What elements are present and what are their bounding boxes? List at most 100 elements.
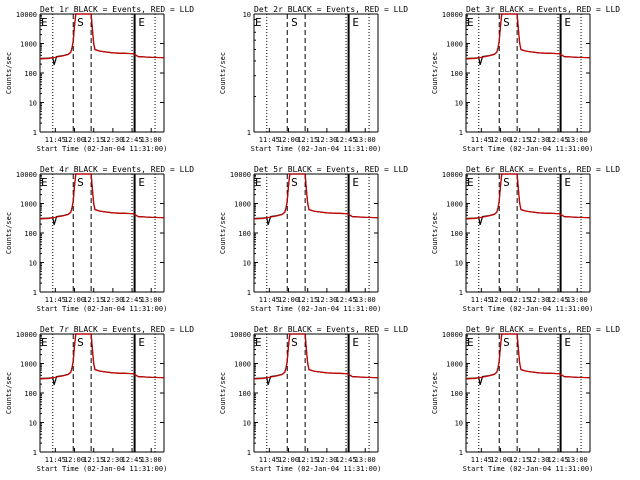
y-tick-label: 100: [450, 230, 463, 238]
x-tick-label: 12:15: [509, 136, 530, 144]
marker-label-e: E: [41, 176, 48, 189]
x-tick-label: 13:00: [141, 296, 162, 304]
chart-title: Det 6r BLACK = Events, RED = LLD: [466, 165, 620, 174]
x-tick-label: 12:30: [528, 136, 549, 144]
y-tick-label: 1: [247, 129, 251, 137]
marker-label-s: S: [77, 16, 84, 29]
chart-title: Det 8r BLACK = Events, RED = LLD: [254, 325, 408, 334]
y-tick-label: 10: [455, 100, 463, 108]
chart-title: Det 7r BLACK = Events, RED = LLD: [40, 325, 194, 334]
marker-label-s: S: [77, 176, 84, 189]
marker-label-s: S: [503, 336, 510, 349]
chart-title: Det 3r BLACK = Events, RED = LLD: [466, 5, 620, 14]
y-tick-label: 1000: [234, 361, 251, 369]
x-tick-label: 12:45: [122, 296, 143, 304]
marker-label-e: E: [255, 16, 262, 29]
x-tick-label: 12:45: [122, 136, 143, 144]
x-tick-label: 11:45: [45, 136, 66, 144]
x-axis-label: Start Time (02-Jan-04 11:31:00): [463, 305, 594, 313]
chart-title: Det 1r BLACK = Events, RED = LLD: [40, 5, 194, 14]
x-tick-label: 12:30: [528, 456, 549, 464]
x-tick-label: 12:30: [316, 456, 337, 464]
x-tick-label: 12:00: [64, 456, 85, 464]
y-tick-label: 10: [243, 260, 251, 268]
y-tick-label: 1000: [446, 361, 463, 369]
x-tick-label: 12:30: [102, 136, 123, 144]
x-tick-label: 12:00: [278, 456, 299, 464]
x-tick-label: 12:15: [297, 136, 318, 144]
y-tick-label: 10: [29, 100, 37, 108]
x-tick-label: 12:00: [64, 136, 85, 144]
x-tick-label: 13:00: [567, 456, 588, 464]
chart-panel-5: Det 5r BLACK = Events, RED = LLD 1 10 100 10…: [219, 165, 408, 313]
y-tick-label: 1: [33, 289, 37, 297]
x-axis-label: Start Time (02-Jan-04 11:31:00): [37, 145, 168, 153]
y-tick-label: 100: [24, 390, 37, 398]
marker-label-e: E: [255, 336, 262, 349]
y-axis-label: Counts/sec: [219, 372, 227, 414]
marker-label-s: S: [291, 336, 298, 349]
y-tick-label: 10: [455, 420, 463, 428]
marker-label-s: S: [77, 336, 84, 349]
marker-label-e: E: [41, 16, 48, 29]
marker-label-e: E: [467, 336, 474, 349]
x-axis-label: Start Time (02-Jan-04 11:31:00): [37, 465, 168, 473]
y-tick-label: 1: [247, 289, 251, 297]
chart-panel-1: Det 1r BLACK = Events, RED = LLD 1 10 100 10…: [5, 5, 194, 153]
y-tick-label: 10000: [442, 171, 463, 179]
x-tick-label: 13:00: [141, 456, 162, 464]
x-tick-label: 12:15: [83, 456, 104, 464]
y-tick-label: 1: [33, 129, 37, 137]
series-line-lld: [39, 13, 165, 60]
y-tick-label: 1: [459, 129, 463, 137]
marker-label-s: S: [291, 176, 298, 189]
x-tick-label: 11:45: [259, 296, 280, 304]
y-tick-label: 10000: [16, 11, 37, 19]
y-tick-label: 10000: [230, 171, 251, 179]
x-tick-label: 13:00: [141, 136, 162, 144]
x-tick-label: 12:45: [336, 456, 357, 464]
marker-label-e: E: [467, 176, 474, 189]
x-tick-label: 12:30: [102, 456, 123, 464]
x-tick-label: 12:00: [490, 456, 511, 464]
y-tick-label: 1000: [446, 201, 463, 209]
y-axis-label: Counts/sec: [5, 372, 13, 414]
y-tick-label: 1000: [20, 361, 37, 369]
marker-label-e: E: [255, 176, 262, 189]
y-tick-label: 1000: [20, 41, 37, 49]
x-tick-label: 13:00: [355, 136, 376, 144]
x-tick-label: 13:00: [567, 136, 588, 144]
series-line-lld: [465, 173, 591, 220]
chart-title: Det 2r BLACK = Events, RED = LLD: [254, 5, 408, 14]
marker-label-e: E: [352, 16, 359, 29]
x-tick-label: 12:45: [122, 456, 143, 464]
marker-label-s: S: [291, 16, 298, 29]
x-tick-label: 12:30: [316, 136, 337, 144]
series-line-lld: [253, 173, 379, 220]
x-tick-label: 12:00: [278, 296, 299, 304]
x-tick-label: 12:30: [316, 296, 337, 304]
marker-label-e: E: [138, 16, 145, 29]
y-axis-label: Counts/sec: [431, 372, 439, 414]
y-tick-label: 1000: [234, 201, 251, 209]
y-tick-label: 10: [243, 11, 251, 19]
x-tick-label: 11:45: [259, 456, 280, 464]
marker-label-e: E: [352, 336, 359, 349]
x-tick-label: 12:15: [83, 296, 104, 304]
chart-panel-3: Det 3r BLACK = Events, RED = LLD 1 10 100 10…: [431, 5, 620, 153]
y-tick-label: 10000: [442, 331, 463, 339]
x-tick-label: 12:15: [509, 456, 530, 464]
y-tick-label: 10000: [442, 11, 463, 19]
y-tick-label: 100: [450, 390, 463, 398]
marker-label-s: S: [503, 16, 510, 29]
marker-label-e: E: [564, 336, 571, 349]
y-tick-label: 100: [450, 70, 463, 78]
x-tick-label: 12:00: [64, 296, 85, 304]
series-line-lld: [39, 173, 165, 220]
chart-panel-2: Det 2r BLACK = Events, RED = LLD 1 10 11:45…: [219, 5, 408, 153]
x-tick-label: 11:45: [45, 296, 66, 304]
y-axis-label: Counts/sec: [219, 212, 227, 254]
series-line-lld: [465, 13, 591, 60]
y-tick-label: 10000: [16, 171, 37, 179]
y-tick-label: 1: [459, 449, 463, 457]
